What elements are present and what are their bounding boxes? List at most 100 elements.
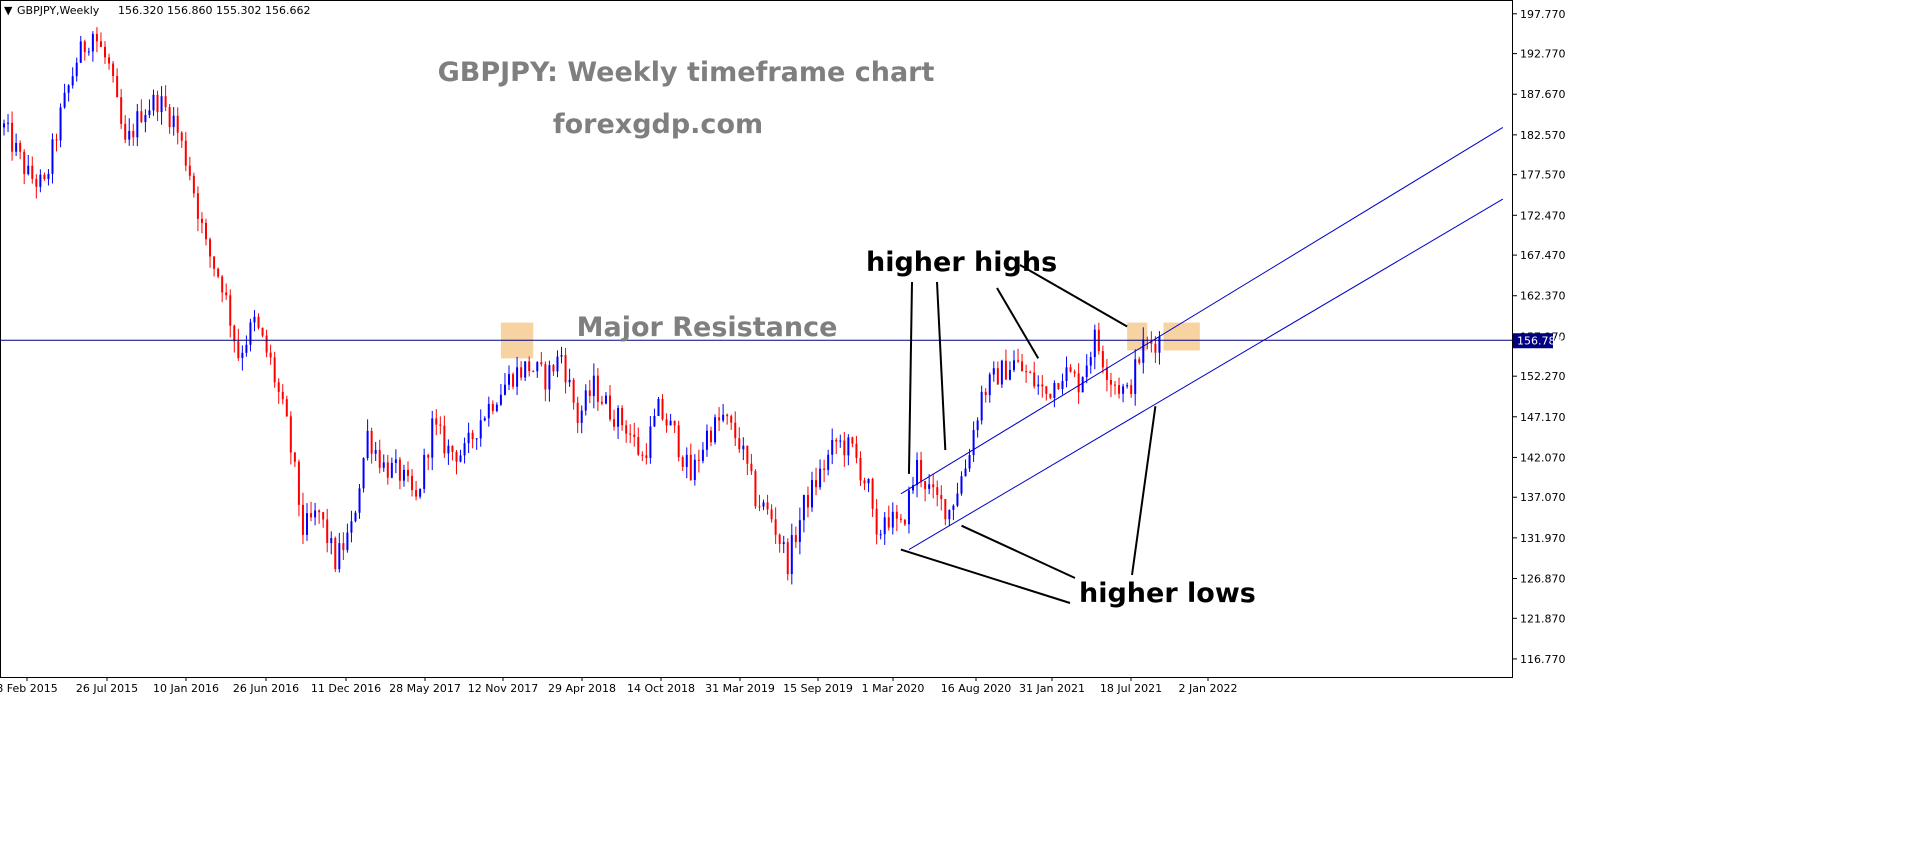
candle-body: [1029, 372, 1032, 374]
y-tick-label: 177.570: [1520, 169, 1566, 182]
candle-body: [326, 519, 329, 544]
candle-body: [318, 510, 321, 513]
candle-body: [1150, 340, 1153, 344]
candle-body: [790, 535, 793, 575]
candle-body: [613, 419, 616, 427]
candle-body: [306, 513, 308, 535]
candle-body: [435, 418, 438, 425]
candle-body: [200, 218, 203, 223]
candle-body: [419, 488, 422, 497]
candle-body: [1093, 329, 1096, 358]
channel-lower-line: [908, 198, 1504, 550]
candle-body: [665, 419, 668, 426]
candle-body: [132, 130, 135, 138]
candle-body: [398, 459, 401, 481]
candle-body: [863, 480, 866, 484]
candle-body: [871, 479, 874, 509]
candle-body: [831, 439, 834, 455]
candle-body: [859, 457, 862, 481]
higher-highs-pointer: [936, 281, 947, 451]
candle-body: [112, 63, 115, 77]
candle-body: [285, 399, 288, 417]
candle-body: [1004, 360, 1007, 380]
candle-body: [948, 509, 951, 520]
candle-body: [233, 325, 236, 342]
candle-body: [722, 414, 725, 421]
candle-body: [657, 398, 660, 416]
candle-body: [552, 365, 555, 372]
higher-lows-pointer: [1131, 406, 1157, 576]
candle-body: [3, 123, 5, 128]
candle-body: [932, 484, 935, 488]
x-tick-label: 31 Mar 2019: [705, 682, 775, 695]
x-tick-label: 16 Aug 2020: [941, 682, 1011, 695]
candle-body: [524, 361, 527, 378]
candle-body: [625, 425, 628, 434]
higher-highs-pointer: [996, 287, 1040, 359]
resistance-highlight-group: [500, 322, 1200, 359]
candle-body: [843, 440, 846, 456]
candle-body: [205, 222, 207, 240]
candle-body: [269, 352, 272, 358]
channel-upper-line: [900, 127, 1504, 495]
candle-body: [213, 256, 216, 269]
candle-body: [544, 364, 547, 390]
candle-body: [540, 362, 543, 365]
candle-body: [172, 115, 175, 128]
candle-body: [253, 316, 256, 323]
y-tick-label: 116.770: [1520, 653, 1566, 666]
candle-body: [802, 494, 805, 521]
candle-body: [693, 459, 696, 480]
candle-body: [661, 398, 664, 420]
candle-body: [136, 111, 139, 138]
current-price-badge: [1513, 333, 1553, 349]
candle-body: [742, 445, 745, 450]
candle-body: [402, 469, 405, 481]
candle-body: [899, 518, 902, 520]
candle-body: [273, 357, 276, 383]
candle-body: [27, 165, 30, 175]
candle-body: [701, 449, 704, 461]
x-tick-label: 29 Apr 2018: [548, 682, 616, 695]
candle-body: [1033, 372, 1036, 387]
candle-body: [556, 356, 559, 372]
candle-body: [439, 424, 442, 426]
candle-body: [310, 513, 313, 518]
candle-body: [988, 374, 991, 396]
y-tick-label: 162.370: [1520, 290, 1566, 303]
candle-body: [1053, 383, 1056, 398]
candle-body: [617, 408, 620, 427]
candle-body: [108, 57, 111, 64]
candle-body: [976, 420, 979, 431]
candle-body: [261, 327, 264, 336]
chart-title: GBPJPY: Weekly timeframe chart: [438, 57, 935, 88]
candle-body: [124, 123, 127, 140]
candle-body: [483, 418, 486, 421]
chart-subtitle: forexgdp.com: [553, 109, 763, 140]
candle-body: [31, 165, 34, 179]
candle-body: [649, 426, 652, 458]
candle-body: [754, 471, 757, 507]
candle-body: [718, 417, 721, 421]
candle-body: [710, 430, 712, 443]
candle-body: [1061, 380, 1064, 390]
candle-body: [584, 390, 587, 411]
candle-body: [415, 490, 418, 497]
candle-body: [156, 94, 159, 113]
candle-body: [984, 391, 987, 396]
candle-body: [91, 33, 94, 52]
y-tick-label: 172.470: [1520, 209, 1566, 222]
candle-body: [596, 375, 599, 402]
candle-body: [1021, 361, 1024, 372]
candle-body: [560, 355, 563, 357]
candle-body: [386, 462, 389, 478]
candle-body: [1085, 365, 1088, 378]
collapse-triangle-icon[interactable]: ▼: [4, 4, 13, 17]
candle-body: [762, 502, 765, 507]
candle-body: [887, 517, 890, 528]
candle-body: [451, 445, 454, 452]
candle-body: [370, 430, 373, 454]
candle-body: [1081, 377, 1084, 393]
candle-body: [459, 455, 462, 462]
